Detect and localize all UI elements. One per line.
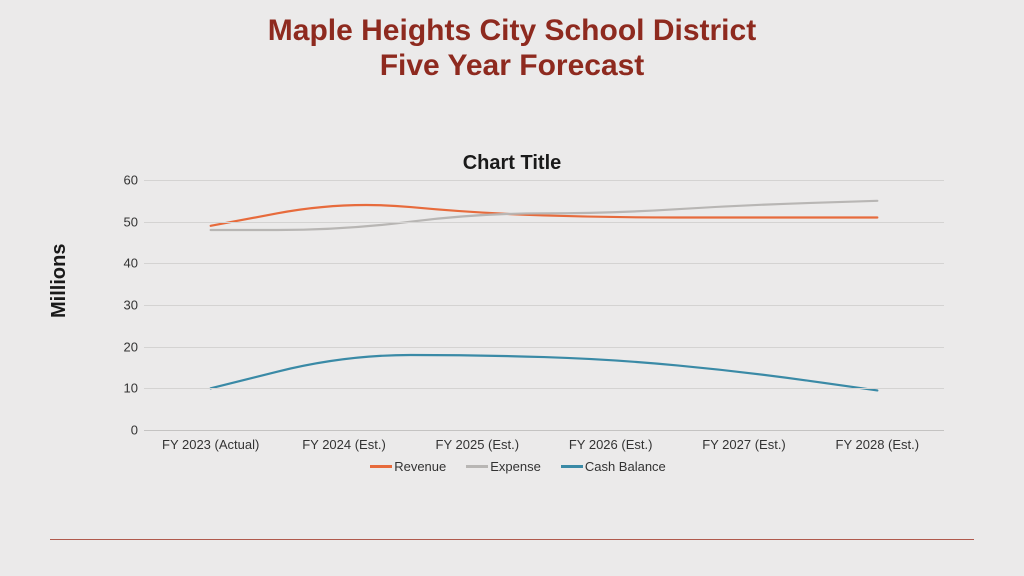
gridline	[144, 263, 944, 264]
legend-label: Revenue	[394, 459, 446, 474]
page: Maple Heights City School District Five …	[0, 0, 1024, 576]
forecast-chart: 0102030405060 FY 2023 (Actual)FY 2024 (E…	[88, 175, 948, 485]
y-tick-label: 50	[98, 214, 138, 229]
x-axis-labels: FY 2023 (Actual)FY 2024 (Est.)FY 2025 (E…	[144, 437, 944, 452]
footer-rule	[50, 539, 974, 540]
series-line	[211, 355, 878, 390]
legend-label: Cash Balance	[585, 459, 666, 474]
x-tick-label: FY 2023 (Actual)	[144, 437, 277, 452]
y-tick-label: 10	[98, 381, 138, 396]
gridline	[144, 222, 944, 223]
x-tick-label: FY 2025 (Est.)	[411, 437, 544, 452]
y-tick-label: 30	[98, 298, 138, 313]
chart-title: Chart Title	[0, 152, 1024, 175]
y-axis-label: Millions	[48, 244, 71, 318]
x-tick-label: FY 2024 (Est.)	[277, 437, 410, 452]
page-title-line2: Five Year Forecast	[0, 49, 1024, 84]
x-tick-label: FY 2026 (Est.)	[544, 437, 677, 452]
y-tick-label: 60	[98, 173, 138, 188]
series-line	[211, 205, 878, 226]
gridline	[144, 388, 944, 389]
x-tick-label: FY 2028 (Est.)	[811, 437, 944, 452]
plot-area: 0102030405060	[144, 180, 944, 430]
legend-item: Expense	[466, 459, 541, 474]
x-axis-line	[144, 430, 944, 431]
gridline	[144, 180, 944, 181]
gridline	[144, 305, 944, 306]
page-title-line1: Maple Heights City School District	[0, 14, 1024, 49]
page-title-block: Maple Heights City School District Five …	[0, 0, 1024, 83]
y-tick-label: 40	[98, 256, 138, 271]
legend-label: Expense	[490, 459, 541, 474]
gridline	[144, 347, 944, 348]
legend-item: Cash Balance	[561, 459, 666, 474]
legend-swatch	[561, 465, 583, 468]
legend-item: Revenue	[370, 459, 446, 474]
x-tick-label: FY 2027 (Est.)	[677, 437, 810, 452]
y-tick-label: 20	[98, 339, 138, 354]
chart-legend: Revenue Expense Cash Balance	[88, 459, 948, 474]
legend-swatch	[370, 465, 392, 468]
y-tick-label: 0	[98, 423, 138, 438]
legend-swatch	[466, 465, 488, 468]
